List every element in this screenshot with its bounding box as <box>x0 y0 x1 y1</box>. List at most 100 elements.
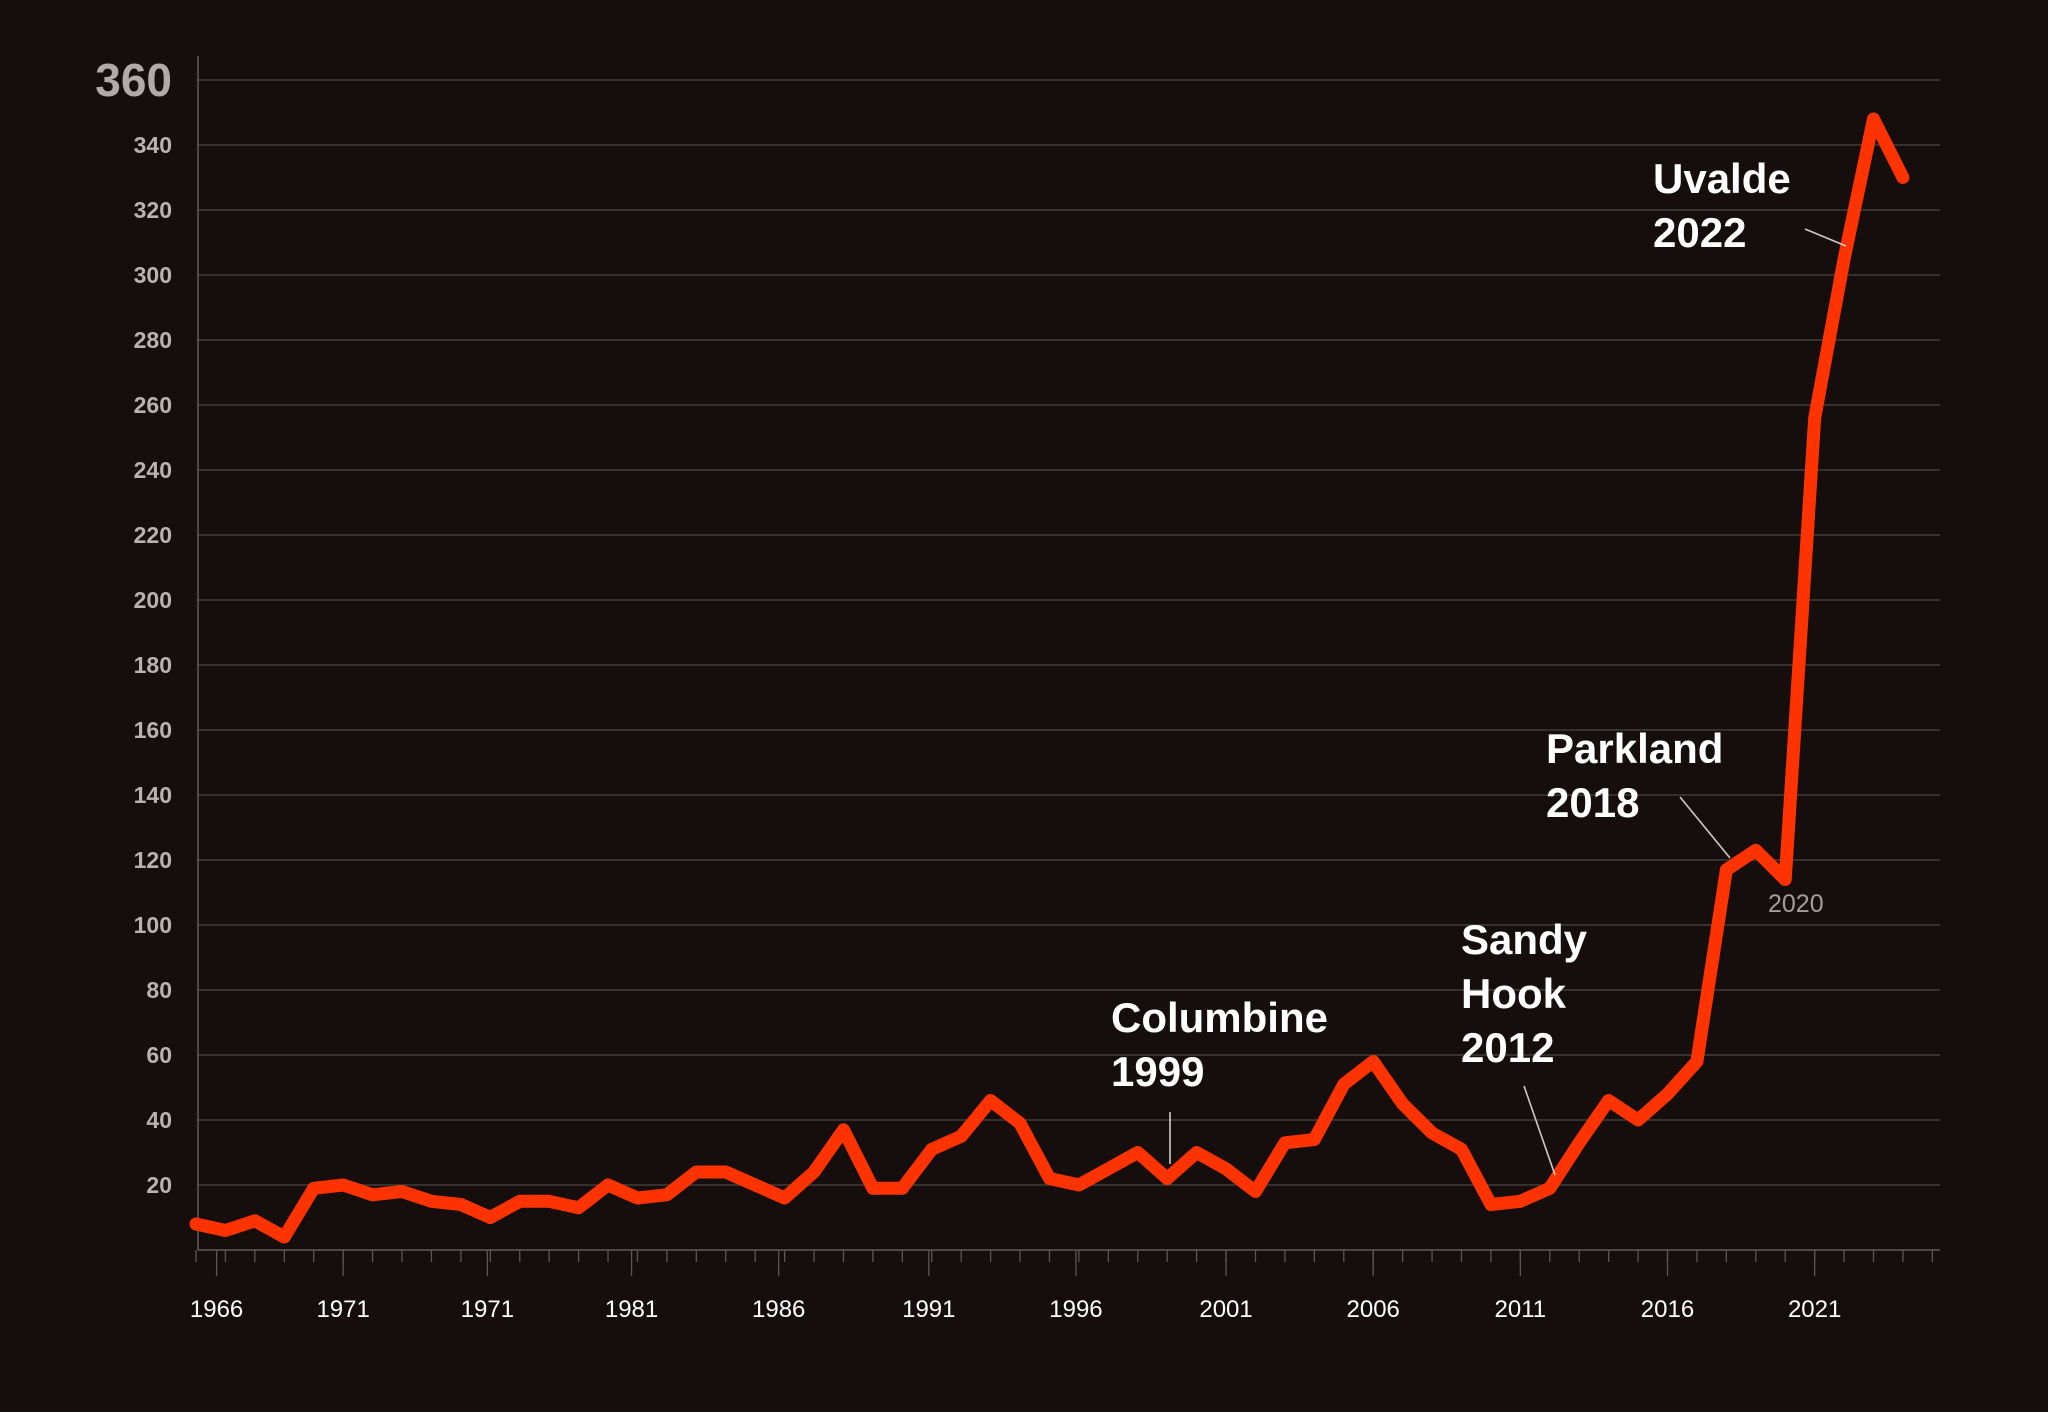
data-point <box>399 1189 405 1195</box>
y-tick-label: 280 <box>134 327 172 353</box>
data-point <box>428 1198 434 1204</box>
data-point <box>929 1146 935 1152</box>
y-tick-label: 40 <box>146 1107 172 1133</box>
annotation-text: Hook <box>1461 970 1567 1017</box>
data-point <box>1606 1098 1612 1104</box>
point-label: 2020 <box>1768 890 1824 918</box>
data-point <box>1017 1120 1023 1126</box>
data-point <box>1429 1130 1435 1136</box>
data-point <box>1135 1150 1141 1156</box>
data-point <box>576 1205 582 1211</box>
y-tick-label: 220 <box>134 522 172 548</box>
x-tick-label: 2001 <box>1199 1296 1252 1323</box>
data-point <box>370 1192 376 1198</box>
grid-layer <box>198 79 1940 1186</box>
y-tick-label: 240 <box>134 457 172 483</box>
data-point <box>517 1198 523 1204</box>
annotation-text: Sandy <box>1461 916 1588 963</box>
data-point <box>811 1169 817 1175</box>
x-tick-label: 2006 <box>1347 1296 1400 1323</box>
data-point <box>1841 256 1847 262</box>
annotation-text: Uvalde <box>1653 155 1791 202</box>
data-point <box>1782 877 1788 883</box>
data-point <box>1871 116 1877 122</box>
data-point <box>1458 1146 1464 1152</box>
data-point <box>1517 1198 1523 1204</box>
annotation-leader-line <box>1679 796 1731 859</box>
y-tick-label: 360 <box>95 54 172 106</box>
y-tick-label: 60 <box>146 1042 172 1068</box>
data-point <box>782 1195 788 1201</box>
y-tick-label: 80 <box>146 977 172 1003</box>
x-tick-label: 2021 <box>1788 1296 1841 1323</box>
data-point <box>605 1182 611 1188</box>
data-point <box>1164 1176 1170 1182</box>
data-point <box>193 1221 199 1227</box>
data-point <box>1341 1081 1347 1087</box>
annotation-text: Columbine <box>1111 994 1328 1041</box>
annotation-text: 1999 <box>1111 1048 1204 1095</box>
data-point <box>1076 1182 1082 1188</box>
data-point <box>1576 1140 1582 1146</box>
data-point <box>899 1185 905 1191</box>
data-point <box>1370 1059 1376 1065</box>
x-tick-label: 1966 <box>190 1296 243 1323</box>
annotation-text: 2022 <box>1653 209 1746 256</box>
data-point <box>458 1202 464 1208</box>
annotation-leader-line <box>1523 1085 1556 1176</box>
annotation-columbine: Columbine 1999 <box>1111 994 1328 1164</box>
data-point <box>1900 175 1906 181</box>
x-tick-label: 1986 <box>752 1296 805 1323</box>
y-tick-label: 140 <box>134 782 172 808</box>
y-tick-label: 260 <box>134 392 172 418</box>
data-point <box>723 1169 729 1175</box>
axis-layer: 20 40 60 80 100 120 140 160 180 200 220 240 260 280 30… <box>95 54 1940 1323</box>
annotation-leader-line <box>1804 228 1847 247</box>
y-tick-label: 20 <box>146 1172 172 1198</box>
y-tick-label: 320 <box>134 197 172 223</box>
y-tick-label: 340 <box>134 132 172 158</box>
data-point <box>1400 1101 1406 1107</box>
annotation-text: 2012 <box>1461 1024 1554 1071</box>
x-tick-label: 1971 <box>461 1296 514 1323</box>
data-point <box>752 1182 758 1188</box>
x-tick-label: 1996 <box>1049 1296 1102 1323</box>
data-point <box>988 1098 994 1104</box>
data-point <box>1252 1189 1258 1195</box>
data-point <box>634 1195 640 1201</box>
y-tick-label: 120 <box>134 847 172 873</box>
annotation-text: 2018 <box>1546 779 1639 826</box>
data-point <box>1812 415 1818 421</box>
data-point <box>840 1127 846 1133</box>
y-tick-label: 180 <box>134 652 172 678</box>
data-point <box>1194 1150 1200 1156</box>
y-tick-label: 300 <box>134 262 172 288</box>
annotation-parkland: Parkland 2018 <box>1546 725 1731 859</box>
x-tick-label: 1981 <box>605 1296 658 1323</box>
data-point <box>1665 1091 1671 1097</box>
data-point <box>1694 1059 1700 1065</box>
x-tick-label: 2016 <box>1641 1296 1694 1323</box>
data-point <box>340 1182 346 1188</box>
data-point <box>693 1169 699 1175</box>
data-point <box>1753 847 1759 853</box>
data-point <box>281 1234 287 1240</box>
series-layer <box>189 112 1910 1244</box>
x-tick-label: 1971 <box>316 1296 369 1323</box>
data-point <box>1723 867 1729 873</box>
data-point <box>1635 1117 1641 1123</box>
data-point <box>1223 1166 1229 1172</box>
data-point <box>870 1185 876 1191</box>
y-tick-label: 160 <box>134 717 172 743</box>
data-point <box>546 1198 552 1204</box>
data-point <box>1311 1137 1317 1143</box>
data-point <box>1282 1140 1288 1146</box>
y-tick-label: 100 <box>134 912 172 938</box>
data-point <box>664 1192 670 1198</box>
data-point <box>1547 1185 1553 1191</box>
annotation-text: Parkland <box>1546 725 1723 772</box>
data-point <box>252 1218 258 1224</box>
annotation-layer: Columbine 1999 Sandy Hook 2012 Parkland 2018 Uv… <box>1111 155 1847 1176</box>
data-point <box>1046 1176 1052 1182</box>
